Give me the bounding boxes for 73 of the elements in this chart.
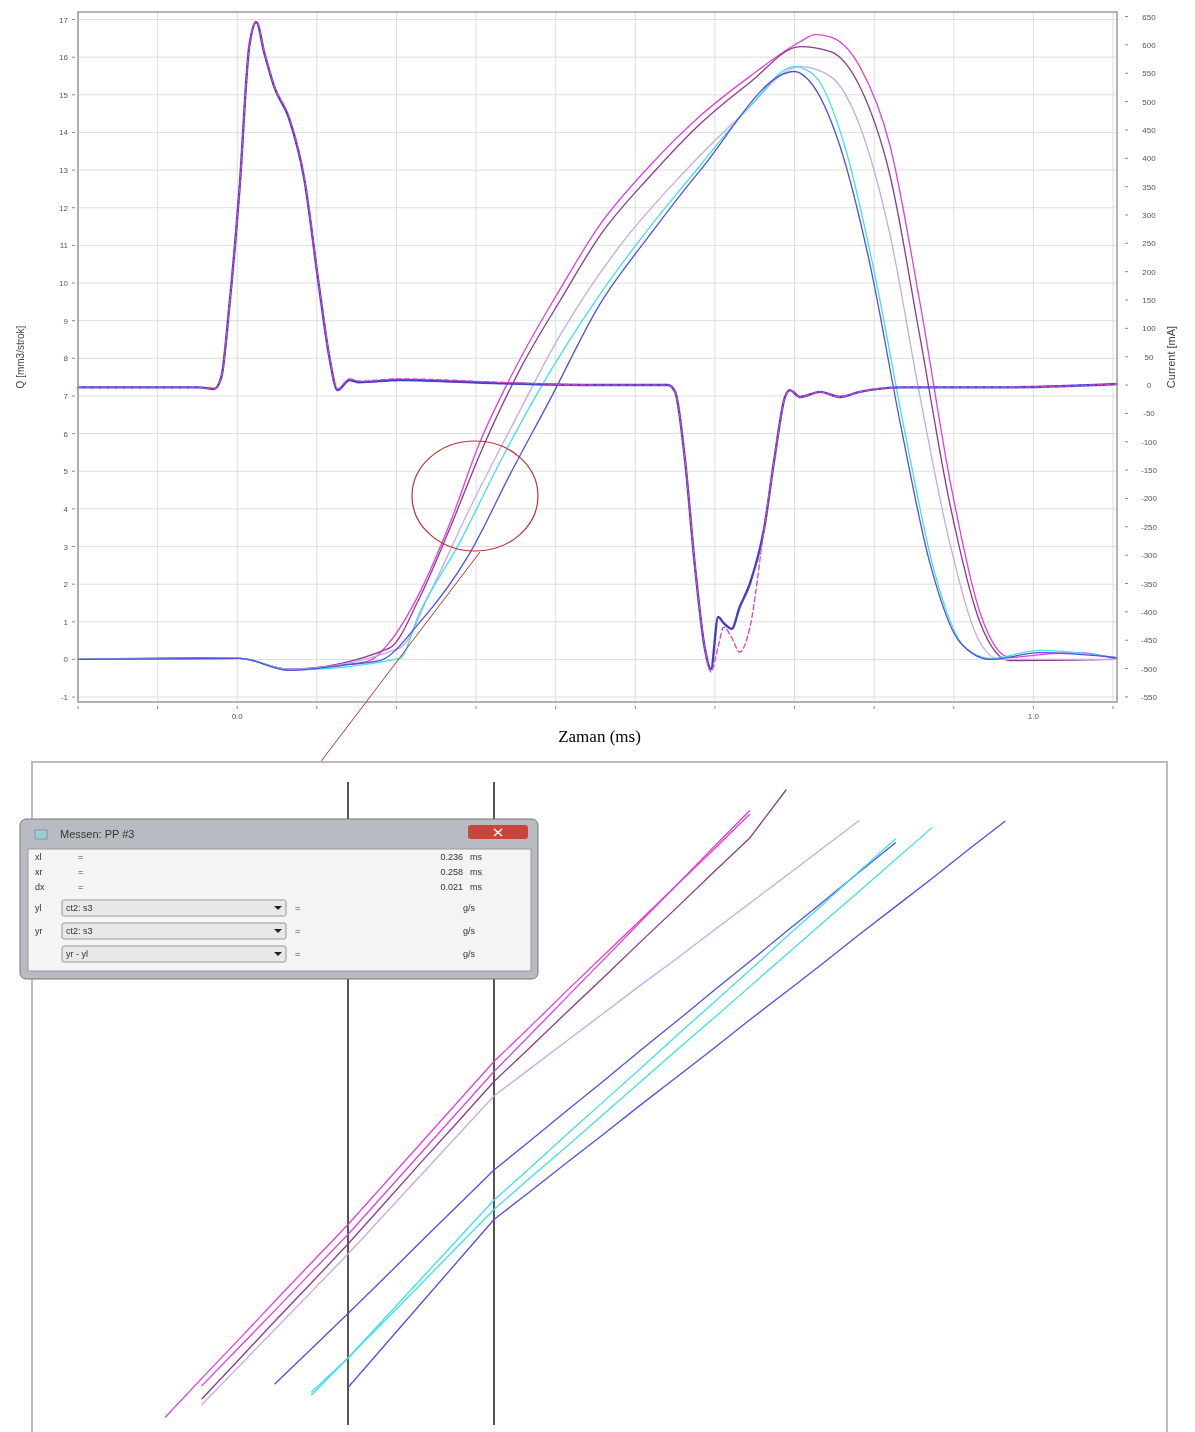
y2-tick-label: 0 [1146,381,1152,391]
y2-tick-label: -300 [1140,551,1158,561]
annotation: 0.258 [440,867,463,877]
y-tick-label: 3 [63,542,69,552]
y-tick-label: 0 [63,655,69,665]
annotation: = [295,903,301,913]
annotation: ct2: s3 [66,903,93,913]
annotation: = [78,882,84,892]
y2-tick-label: -400 [1140,607,1158,617]
annotation: xl [35,852,42,862]
y2-tick-label: -450 [1140,636,1158,646]
y-tick-label: 4 [63,504,69,514]
y-tick-label: 6 [63,429,69,439]
y-tick-label: 14 [59,128,69,138]
y2-tick-label: -50 [1143,409,1156,419]
annotation: ms [470,852,483,862]
annotation: ct2: s3 [66,926,93,936]
y2-tick-label: -550 [1140,692,1158,702]
annotation: xr [35,867,43,877]
y2-tick-label: 600 [1142,40,1157,50]
annotation: Messen: PP #3 [60,828,135,840]
annotation: ms [470,882,483,892]
x-axis-title: Zaman (ms) [558,727,641,746]
y2-axis-title: Current [mA] [1165,325,1177,389]
y-tick-label: 15 [59,90,69,100]
annotation: ms [470,867,483,877]
y2-tick-label: 300 [1142,210,1157,220]
y2-tick-label: -350 [1140,579,1158,589]
annotation: = [295,926,301,936]
y2-tick-label: 50 [1144,352,1154,362]
y-tick-label: 16 [59,53,69,63]
y2-tick-label: 200 [1142,267,1157,277]
y-tick-label: 12 [59,203,69,213]
y2-tick-label: 650 [1142,12,1157,22]
y2-tick-label: 550 [1142,69,1157,79]
y-tick-label: 5 [63,467,69,477]
y-tick-label: -1 [60,693,69,703]
y-tick-label: 9 [63,316,69,326]
y-tick-label: 7 [63,391,69,401]
annotation: yl [35,903,42,913]
y-tick-label: 13 [59,166,69,176]
y2-tick-label: 500 [1142,97,1157,107]
y2-tick-label: 400 [1142,154,1157,164]
y2-tick-label: 450 [1142,125,1157,135]
y-tick-label: 2 [63,580,69,590]
y2-tick-label: -100 [1140,437,1158,447]
annotation: g/s [463,926,476,936]
annotation: dx [35,882,46,892]
x-tick-label: 0.0 [231,712,244,721]
y2-tick-label: 250 [1142,239,1157,249]
y-axis-title: Q [mm3/strok] [15,325,26,389]
y2-tick-label: -200 [1140,494,1158,504]
annotation: g/s [463,903,476,913]
x-tick-label: 1.0 [1027,712,1040,721]
y2-tick-label: -150 [1140,466,1158,476]
y2-tick-label: 100 [1142,324,1157,334]
annotation: g/s [463,949,476,959]
y-tick-label: 11 [59,241,69,251]
annotation: = [78,867,84,877]
annotation: yr - yl [66,949,88,959]
annotation: 0.236 [440,852,463,862]
y-tick-label: 8 [63,354,69,364]
annotation: = [78,852,84,862]
annotation: yr [35,926,43,936]
y2-tick-label: -500 [1140,664,1158,674]
y-tick-label: 10 [59,279,69,289]
annotation: 0.021 [440,882,463,892]
y-tick-label: 17 [59,15,69,25]
y2-tick-label: -250 [1140,522,1158,532]
y-tick-label: 1 [63,617,69,627]
annotation: = [295,949,301,959]
y2-tick-label: 350 [1142,182,1157,192]
y2-tick-label: 150 [1142,296,1157,306]
